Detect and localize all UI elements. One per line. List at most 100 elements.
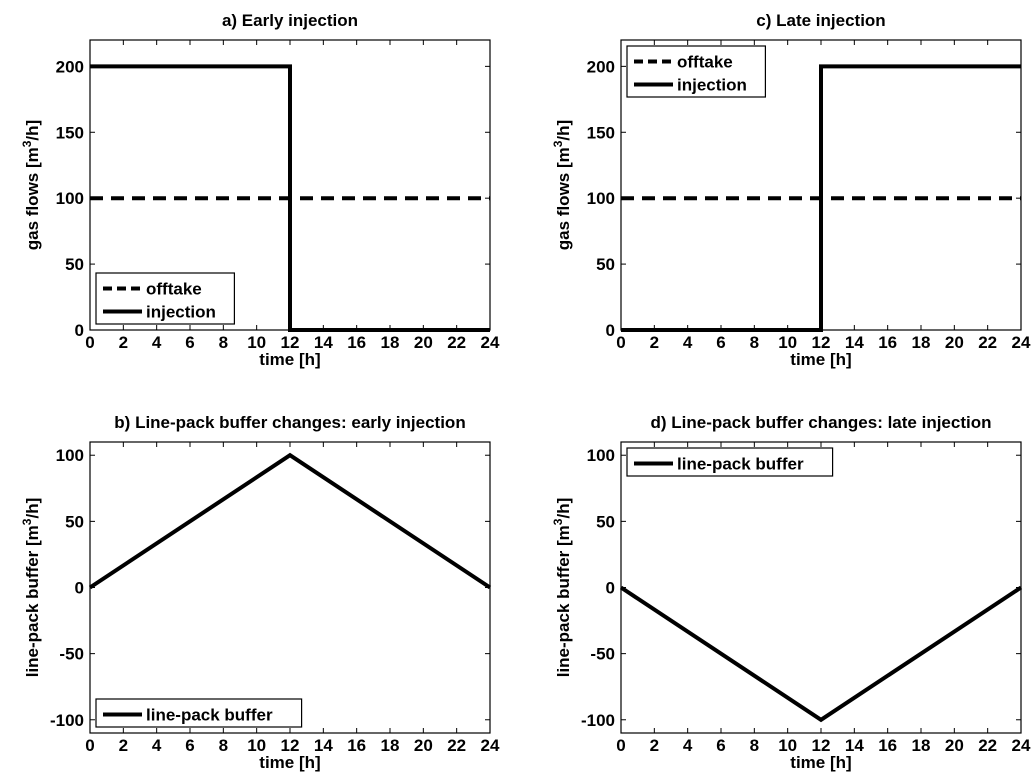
legend-box [95, 272, 235, 325]
y-tick-label: 100 [587, 189, 615, 208]
x-tick-label: 12 [281, 736, 300, 755]
x-tick-label: 24 [481, 333, 500, 352]
y-tick-label: -100 [581, 711, 615, 730]
x-tick-label: 24 [1012, 736, 1031, 755]
legend-label: offtake [677, 53, 733, 72]
x-tick-label: 20 [414, 333, 433, 352]
y-tick-label: -100 [50, 711, 84, 730]
x-tick-label: 12 [812, 333, 831, 352]
x-tick-label: 0 [85, 333, 94, 352]
legend-label: offtake [146, 280, 202, 299]
x-tick-label: 16 [878, 736, 897, 755]
x-tick-label: 20 [945, 736, 964, 755]
x-tick-label: 4 [152, 736, 162, 755]
y-axis-label: gas flows [m3/h] [551, 120, 573, 250]
x-tick-label: 22 [447, 736, 466, 755]
x-tick-label: 16 [347, 333, 366, 352]
x-tick-label: 12 [812, 736, 831, 755]
y-tick-label: 0 [606, 321, 615, 340]
x-tick-label: 14 [845, 333, 864, 352]
x-tick-label: 16 [347, 736, 366, 755]
x-tick-label: 10 [247, 736, 266, 755]
x-tick-label: 18 [381, 736, 400, 755]
x-tick-label: 14 [314, 333, 333, 352]
x-tick-label: 2 [650, 736, 659, 755]
x-tick-label: 22 [978, 736, 997, 755]
x-tick-label: 8 [219, 333, 228, 352]
y-tick-label: 150 [56, 123, 84, 142]
legend: offtake injection [626, 45, 766, 98]
x-tick-label: 8 [750, 736, 759, 755]
x-tick-label: 6 [716, 736, 725, 755]
x-tick-label: 14 [845, 736, 864, 755]
x-tick-label: 14 [314, 736, 333, 755]
chart-title: a) Early injection [222, 11, 358, 30]
x-tick-label: 24 [481, 736, 500, 755]
chart-title: d) Line-pack buffer changes: late inject… [651, 413, 992, 432]
y-tick-label: 50 [596, 255, 615, 274]
x-tick-label: 10 [247, 333, 266, 352]
plot-area [90, 442, 490, 733]
x-tick-label: 12 [281, 333, 300, 352]
y-tick-label: 100 [56, 446, 84, 465]
y-tick-label: 200 [56, 57, 84, 76]
x-tick-label: 18 [912, 736, 931, 755]
legend-label: injection [677, 76, 747, 95]
x-tick-label: 0 [616, 736, 625, 755]
y-tick-label: -50 [59, 645, 84, 664]
chart-title: b) Line-pack buffer changes: early injec… [114, 413, 465, 432]
legend-label: injection [146, 303, 216, 322]
x-tick-label: 4 [152, 333, 162, 352]
x-tick-label: 2 [119, 736, 128, 755]
legend: line-pack buffer [95, 698, 303, 728]
x-tick-label: 6 [716, 333, 725, 352]
x-tick-label: 22 [447, 333, 466, 352]
x-tick-label: 22 [978, 333, 997, 352]
x-tick-label: 0 [616, 333, 625, 352]
x-tick-label: 24 [1012, 333, 1031, 352]
x-tick-label: 0 [85, 736, 94, 755]
legend-label: line-pack buffer [677, 455, 804, 474]
y-tick-label: 200 [587, 57, 615, 76]
y-tick-label: 150 [587, 123, 615, 142]
x-axis-label: time [h] [259, 350, 320, 369]
legend: line-pack buffer [626, 447, 834, 477]
x-tick-label: 4 [683, 333, 693, 352]
y-axis-label: line-pack buffer [m3/h] [551, 498, 573, 678]
x-axis-label: time [h] [259, 753, 320, 772]
y-tick-label: 0 [75, 579, 84, 598]
x-tick-label: 4 [683, 736, 693, 755]
legend-box [626, 45, 766, 98]
y-tick-label: 100 [56, 189, 84, 208]
chart-title: c) Late injection [756, 11, 885, 30]
x-tick-label: 8 [750, 333, 759, 352]
x-tick-label: 20 [945, 333, 964, 352]
legend-label: line-pack buffer [146, 706, 273, 725]
x-tick-label: 8 [219, 736, 228, 755]
x-tick-label: 2 [650, 333, 659, 352]
y-tick-label: 50 [65, 512, 84, 531]
plot-area [621, 442, 1021, 733]
series-line [88, 452, 492, 590]
y-tick-label: 100 [587, 446, 615, 465]
y-tick-label: 50 [596, 512, 615, 531]
x-tick-label: 18 [912, 333, 931, 352]
y-tick-label: 0 [75, 321, 84, 340]
y-tick-label: -50 [590, 645, 615, 664]
x-axis-label: time [h] [790, 350, 851, 369]
x-tick-label: 10 [778, 333, 797, 352]
y-tick-label: 0 [606, 579, 615, 598]
x-tick-label: 2 [119, 333, 128, 352]
x-tick-label: 6 [185, 736, 194, 755]
x-tick-label: 20 [414, 736, 433, 755]
y-axis-label: gas flows [m3/h] [20, 120, 42, 250]
x-tick-label: 6 [185, 333, 194, 352]
series-line [619, 585, 1023, 723]
legend: offtake injection [95, 272, 235, 325]
x-tick-label: 18 [381, 333, 400, 352]
y-tick-label: 50 [65, 255, 84, 274]
